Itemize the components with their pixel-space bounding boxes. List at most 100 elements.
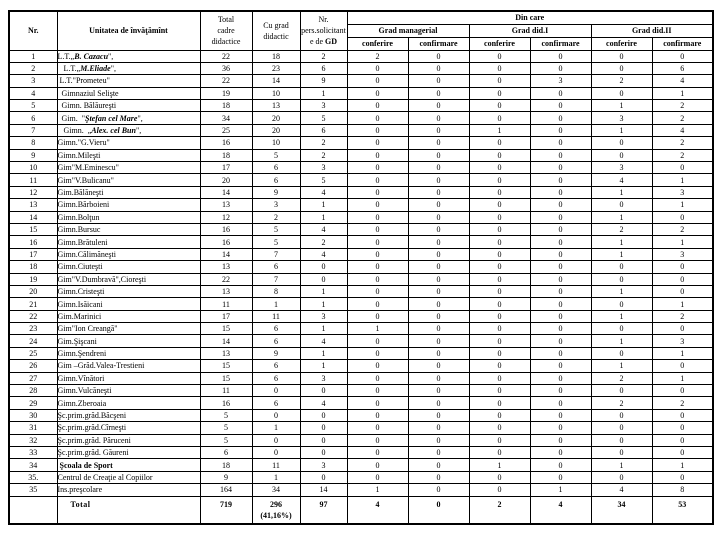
table-row: 12 Gim.Bălăneşti 14 9 4 0 0 0 0 1 3 <box>8 185 714 200</box>
table-row: 18 Gimn.Ciuteşti 13 6 0 0 0 0 0 0 0 <box>8 260 714 274</box>
cell-value: 0 <box>407 322 470 336</box>
cell-value: 1 <box>651 86 714 101</box>
cell-unit-name: L.T.„M.Eliade", <box>56 61 201 76</box>
cell-value: 0 <box>529 173 592 187</box>
cell-value: 0 <box>346 247 409 262</box>
cell-value: 0 <box>468 260 531 274</box>
cell-value: 0 <box>468 173 531 187</box>
cell-value: 0 <box>407 74 470 88</box>
header-nrpers-line1: Nr. <box>318 15 329 25</box>
table-row: 14 Gimn.Bolţun 12 2 1 0 0 0 0 1 0 <box>8 210 714 224</box>
cell-value: 2 <box>651 99 714 113</box>
cell-value: 0 <box>529 396 592 410</box>
cell-value: 1 <box>651 235 714 249</box>
cell-nr: 32 <box>8 433 58 448</box>
cell-value: 0 <box>590 433 653 448</box>
cell-value: 0 <box>346 334 409 348</box>
cell-value: 0 <box>407 272 470 286</box>
cell-nr: 21 <box>8 297 58 311</box>
cell-value: 0 <box>407 136 470 150</box>
cell-value: 20 <box>251 123 301 138</box>
cell-value: 0 <box>346 371 409 386</box>
header-g1-conferire: conferire <box>468 36 531 51</box>
cell-value: 0 <box>529 371 592 386</box>
cell-value: 0 <box>529 61 592 76</box>
cell-value: 6 <box>251 371 301 386</box>
cell-value: 0 <box>590 260 653 274</box>
cell-value: 2 <box>590 396 653 410</box>
cell-nr: 35 <box>8 483 58 497</box>
cell-value: 11 <box>199 297 253 311</box>
cell-value: 0 <box>407 49 470 63</box>
header-g2-conferire: conferire <box>590 36 653 51</box>
total-row: Total 719 296 (41,16%) 97 4 0 2 4 34 53 <box>8 495 714 525</box>
cell-value: 6 <box>251 322 301 336</box>
cell-value: 0 <box>346 99 409 113</box>
table-row: 2 L.T.„M.Eliade", 36 23 6 0 0 0 0 0 6 <box>8 61 714 76</box>
cell-value: 0 <box>251 408 301 423</box>
cell-unit-name: Şc.prim.grăd.Cîrneşti <box>56 421 201 435</box>
cell-value: 2 <box>651 222 714 237</box>
cell-value: 3 <box>299 309 348 324</box>
cell-value: 9 <box>251 185 301 200</box>
cell-value: 3 <box>299 458 348 472</box>
cell-value: 22 <box>199 49 253 63</box>
cell-nr: 22 <box>8 309 58 324</box>
table-header: Nr. Unitatea de învăţămînt Total cadre d… <box>8 10 714 51</box>
cell-value: 22 <box>199 74 253 88</box>
cell-value: 34 <box>251 483 301 497</box>
cell-value: 0 <box>590 198 653 212</box>
cell-value: 18 <box>199 99 253 113</box>
cell-value: 0 <box>346 198 409 212</box>
cell-value: 0 <box>407 198 470 212</box>
cell-value: 0 <box>590 297 653 311</box>
cell-value: 0 <box>651 433 714 448</box>
cell-value: 1 <box>299 284 348 299</box>
cell-nr: 6 <box>8 111 58 125</box>
cell-value: 1 <box>590 359 653 373</box>
cell-value: 0 <box>529 408 592 423</box>
cell-value: 0 <box>346 445 409 460</box>
header-nr-pers: Nr. pers.solicitant e de GD <box>299 10 348 51</box>
cell-value: 0 <box>529 309 592 324</box>
cell-value: 0 <box>468 210 531 224</box>
cell-value: 0 <box>590 86 653 101</box>
cell-value: 10 <box>251 86 301 101</box>
cell-value: 0 <box>468 235 531 249</box>
cell-value: 0 <box>468 74 531 88</box>
cell-value: 16 <box>199 136 253 150</box>
cell-value: 0 <box>468 111 531 125</box>
table-row: 32 Şc.prim.grăd. Păruceni 5 0 0 0 0 0 0 0 0 <box>8 433 714 448</box>
header-grad-did2: Grad did.II <box>590 23 714 38</box>
cell-value: 18 <box>251 49 301 63</box>
cell-value: 6 <box>299 61 348 76</box>
cell-value: 0 <box>590 445 653 460</box>
cell-unit-name: Gimn.Vînători <box>56 371 201 386</box>
cell-value: 0 <box>468 433 531 448</box>
cell-value: 9 <box>251 346 301 361</box>
cell-value: 0 <box>529 160 592 175</box>
cell-nr: 27 <box>8 371 58 386</box>
cell-value: 0 <box>407 284 470 299</box>
cell-unit-name: Gimn.Zberoaia <box>56 396 201 410</box>
header-cugrad-line2: didactic <box>263 31 289 41</box>
cell-value: 5 <box>251 235 301 249</box>
cell-value: 0 <box>407 123 470 138</box>
table-row: 19 Gim"V.Dumbravă",Cioreşti 22 7 0 0 0 0 0 0 0 <box>8 272 714 286</box>
cell-unit-name: Gimn. Bălăureşti <box>56 99 201 113</box>
cell-value: 2 <box>299 136 348 150</box>
cell-unit-name: Gim"Ion Creangă" <box>56 322 201 336</box>
cell-value: 0 <box>590 470 653 485</box>
cell-value: 5 <box>299 173 348 187</box>
cell-value: 1 <box>299 198 348 212</box>
cell-value: 4 <box>346 495 409 525</box>
cell-value: 1 <box>651 346 714 361</box>
cell-value: 0 <box>651 160 714 175</box>
cell-value: 1 <box>590 247 653 262</box>
cell-value: 0 <box>346 173 409 187</box>
cell-value: 0 <box>346 284 409 299</box>
cell-value: 0 <box>346 396 409 410</box>
table-row: 35. Centrul de Creaţie al Copiilor 9 1 0 0 0 0 0… <box>8 470 714 485</box>
cell-value: 0 <box>346 470 409 485</box>
cell-value: 2 <box>590 371 653 386</box>
